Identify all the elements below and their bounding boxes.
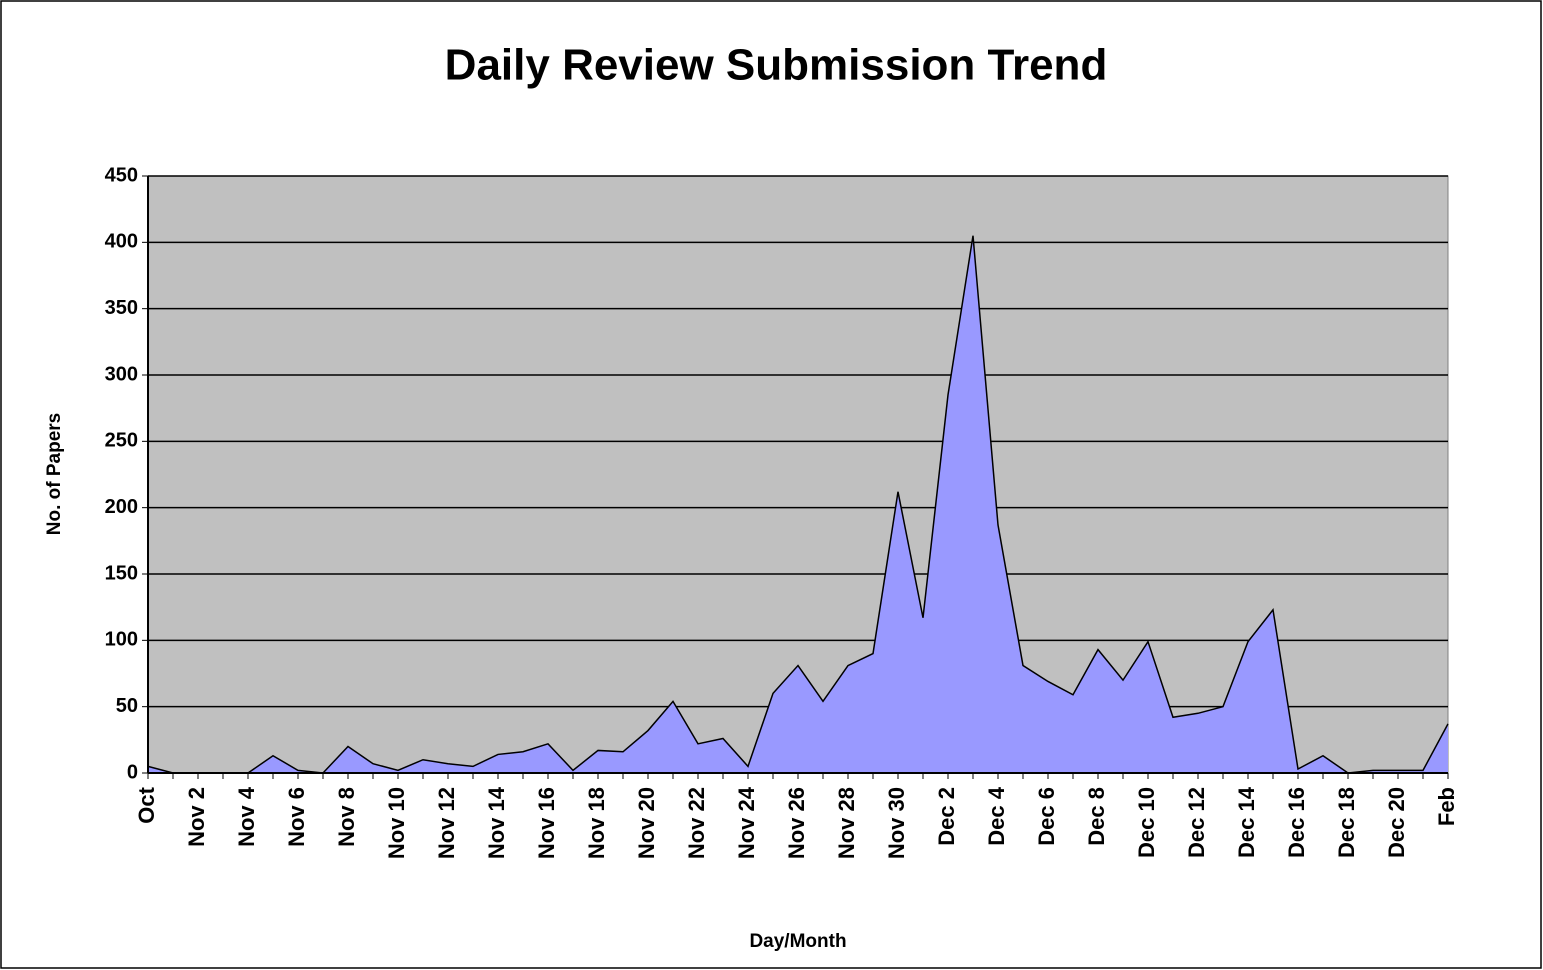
x-tick-label: Nov 6	[284, 787, 309, 847]
x-tick-label: Dec 2	[934, 787, 959, 846]
y-tick-label: 200	[105, 496, 138, 518]
x-tick-label: Nov 18	[584, 787, 609, 859]
y-tick-label: 300	[105, 363, 138, 385]
x-tick-label: Dec 10	[1134, 787, 1159, 858]
y-tick-label: 450	[105, 164, 138, 186]
x-tick-label: Nov 2	[184, 787, 209, 847]
x-tick-label: Nov 22	[684, 787, 709, 859]
x-tick-label: Dec 18	[1334, 787, 1359, 858]
x-tick-label: Dec 12	[1184, 787, 1209, 858]
area-line	[147, 235, 1449, 774]
x-tick-label: Nov 12	[434, 787, 459, 859]
x-tick-label: Nov 28	[834, 787, 859, 859]
y-tick-label: 50	[116, 695, 138, 717]
y-tick-label: 100	[105, 629, 138, 651]
x-tick-label: Dec 16	[1284, 787, 1309, 858]
x-tick-label: Nov 24	[734, 786, 759, 859]
x-tick-label: Nov 26	[784, 787, 809, 859]
y-axis-label: No. of Papers	[44, 413, 65, 535]
x-tick-label: Dec 14	[1234, 786, 1259, 858]
x-tick-label: Nov 10	[384, 787, 409, 859]
x-tick-label: Dec 4	[984, 786, 1009, 845]
y-tick-label: 350	[105, 297, 138, 319]
x-axis-label: Day/Month	[749, 931, 846, 952]
x-tick-label: Dec 6	[1034, 787, 1059, 846]
x-tick-label: Feb	[1434, 787, 1459, 826]
x-tick-label: Nov 8	[334, 787, 359, 847]
y-tick-label: 250	[105, 430, 138, 452]
x-tick-label: Nov 16	[534, 787, 559, 859]
y-tick-label: 0	[127, 761, 138, 783]
chart-title: Daily Review Submission Trend	[445, 41, 1108, 90]
x-tick-label: Nov 20	[634, 787, 659, 859]
x-tick-label: Nov 14	[484, 786, 509, 859]
x-tick-label: Nov 4	[234, 786, 259, 847]
x-tick-label: Nov 30	[884, 787, 909, 859]
y-tick-label: 150	[105, 562, 138, 584]
x-tick-label: Oct	[134, 786, 159, 823]
x-tick-label: Dec 8	[1084, 787, 1109, 846]
x-tick-label: Dec 20	[1384, 787, 1409, 858]
y-tick-label: 400	[105, 231, 138, 253]
